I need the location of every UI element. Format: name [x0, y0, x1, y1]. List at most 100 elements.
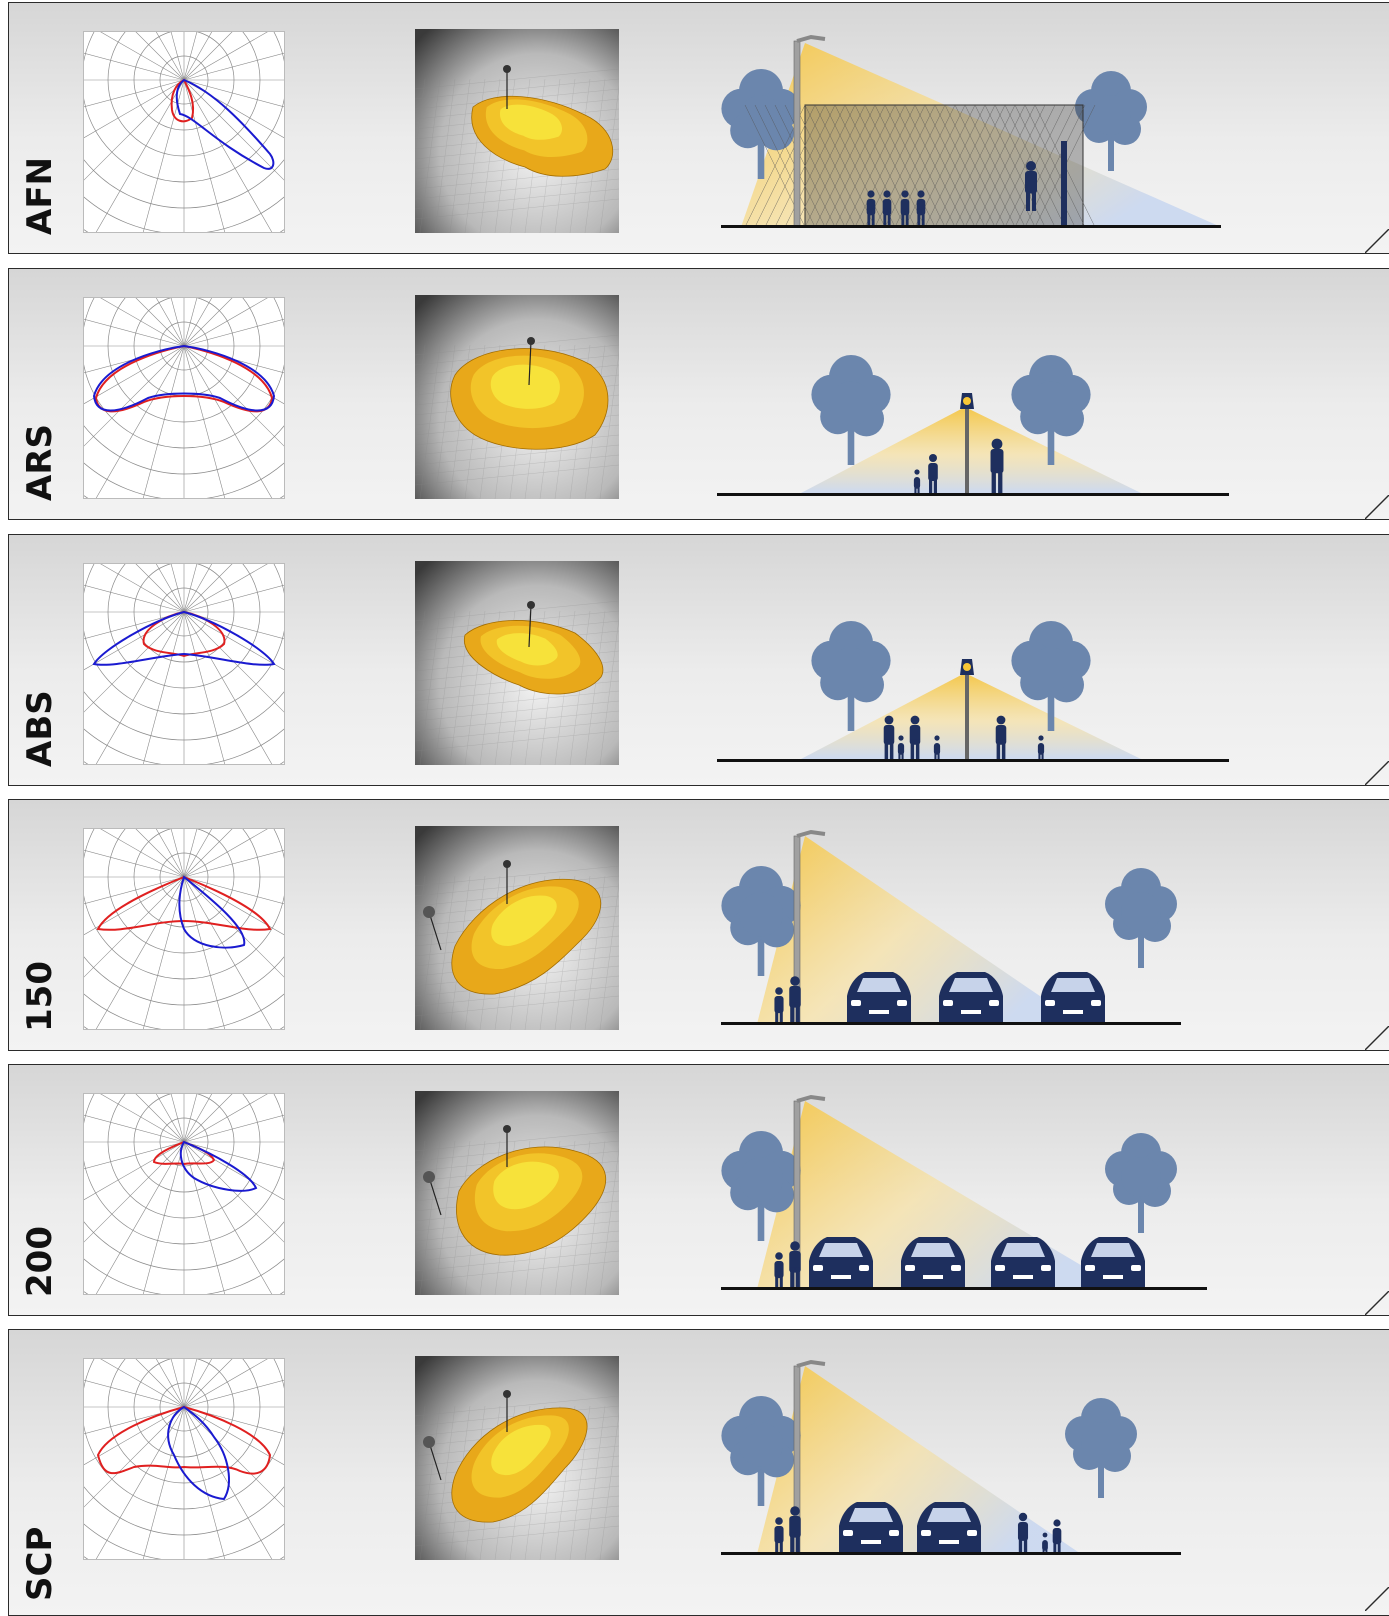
player-silhouette — [866, 190, 876, 225]
street-lamp-head — [796, 1359, 826, 1368]
street-lamp-head — [796, 1094, 826, 1103]
child-silhouette — [1042, 1532, 1048, 1554]
tree — [721, 1396, 801, 1506]
isolux-render — [415, 826, 619, 1030]
isolux-render — [415, 295, 619, 499]
cyclist-silhouette — [1017, 1512, 1029, 1554]
isolux-inner-contour — [490, 364, 560, 409]
tree — [1011, 355, 1091, 465]
polar-curve-c0-c180 — [94, 344, 274, 413]
polar-grid — [84, 298, 284, 498]
tree — [1105, 868, 1177, 968]
family-member-silhouette — [909, 715, 921, 759]
polar-grid — [84, 1359, 284, 1559]
car-front — [1081, 1237, 1145, 1287]
isolux-pole — [528, 604, 532, 648]
isolux-luminaire — [503, 860, 511, 868]
adult-silhouette — [928, 454, 938, 493]
product-row-ars: ARS — [8, 268, 1389, 520]
polar-curve-c90-c270 — [167, 1405, 230, 1501]
light-beam — [741, 43, 1221, 227]
ground-line — [721, 1022, 1181, 1025]
polar-grid — [84, 1094, 284, 1294]
fence-net — [744, 104, 1096, 228]
lantern-pole — [965, 409, 969, 493]
street-pole — [793, 40, 801, 228]
adult-silhouette — [1052, 1519, 1062, 1554]
adult-silhouette — [774, 1252, 784, 1289]
tree — [1011, 621, 1091, 731]
polar-grid — [84, 32, 284, 232]
ground-line — [717, 493, 1229, 496]
corner-cut — [1365, 495, 1389, 519]
polar-curve-c0-c180 — [96, 875, 272, 931]
polar-diagram — [83, 563, 285, 765]
polar-curve-c0-c180 — [142, 610, 226, 658]
product-code: 200 — [20, 1226, 60, 1297]
polar-curve-c90-c270 — [179, 1140, 258, 1192]
family-member-silhouette — [1037, 735, 1045, 759]
player-silhouette — [916, 190, 926, 225]
family-member-silhouette — [897, 735, 905, 759]
product-code: ABS — [20, 690, 60, 767]
polar-diagram — [83, 31, 285, 233]
isolux-inner-contour — [499, 104, 563, 140]
lantern-pole — [965, 675, 969, 759]
corner-cut — [1365, 1587, 1389, 1611]
scene-illustration — [701, 553, 1241, 773]
adult-silhouette — [990, 438, 1004, 493]
family-member-silhouette — [995, 715, 1007, 759]
ground-line — [721, 225, 1221, 228]
light-beam — [801, 407, 1141, 493]
scene-illustration — [701, 818, 1241, 1038]
isolux-render — [415, 29, 619, 233]
light-beam — [757, 836, 1081, 1024]
polar-grid — [84, 564, 284, 764]
car-front — [847, 972, 911, 1022]
isolux-pole-2 — [428, 1176, 442, 1216]
polar-diagram — [83, 828, 285, 1030]
product-row-200: 200 — [8, 1064, 1389, 1316]
polar-diagram — [83, 1093, 285, 1295]
child-silhouette — [913, 469, 921, 493]
scene-illustration — [701, 21, 1241, 241]
player-silhouette — [900, 190, 910, 225]
product-row-afn: AFN — [8, 2, 1389, 254]
car-front — [901, 1237, 965, 1287]
tree — [721, 69, 801, 179]
ground-line — [721, 1552, 1181, 1555]
street-lamp-head — [796, 34, 826, 43]
tree — [811, 355, 891, 465]
product-row-150: 150 — [8, 799, 1389, 1051]
isolux-inner-contour — [493, 1161, 559, 1210]
player-silhouette — [882, 190, 892, 225]
light-beam — [757, 1366, 1081, 1554]
car-front — [939, 972, 1003, 1022]
isolux-render — [415, 1356, 619, 1560]
product-row-scp: SCP — [8, 1329, 1389, 1616]
polar-diagram — [83, 297, 285, 499]
isolux-pole — [528, 340, 532, 386]
polar-curve-c90-c270 — [92, 610, 276, 666]
tree — [811, 621, 891, 731]
family-member-silhouette — [933, 735, 941, 759]
jumping-player-silhouette — [1025, 161, 1037, 211]
adult-silhouette — [774, 987, 784, 1024]
tree — [1105, 1133, 1177, 1233]
isolux-luminaire-2 — [423, 1436, 435, 1448]
scene-illustration — [701, 1348, 1241, 1568]
isolux-pole-2 — [428, 911, 442, 951]
polar-diagram — [83, 1358, 285, 1560]
polar-curve-c90-c270 — [178, 875, 246, 949]
corner-cut — [1365, 761, 1389, 785]
product-code: 150 — [20, 961, 60, 1032]
car-front — [1041, 972, 1105, 1022]
isolux-luminaire — [527, 337, 535, 345]
car-front — [839, 1502, 903, 1552]
tree — [1075, 71, 1147, 171]
isolux-inner-contour — [496, 633, 558, 666]
isolux-luminaire — [503, 1125, 511, 1133]
corner-cut — [1365, 1026, 1389, 1050]
isolux-luminaire-2 — [423, 906, 435, 918]
product-row-abs: ABS — [8, 534, 1389, 786]
